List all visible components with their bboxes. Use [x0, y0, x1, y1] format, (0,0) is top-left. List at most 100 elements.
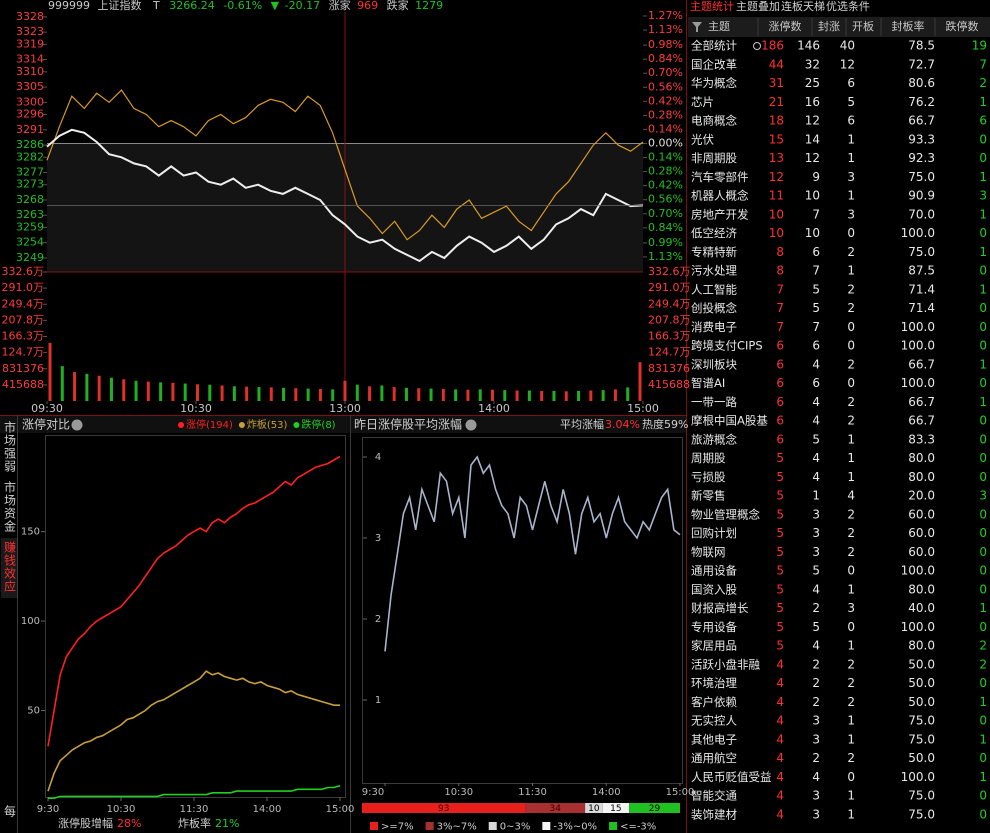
active-tab-bg	[1, 538, 17, 598]
column-header: 涨停数	[769, 19, 802, 33]
theme-name: 国资入股	[691, 582, 737, 596]
volume-bar	[134, 380, 138, 401]
x-tick-label: 14:00	[478, 402, 510, 415]
cell: 9	[812, 170, 820, 184]
cell: 3	[979, 189, 987, 203]
volume-bar	[159, 382, 163, 401]
volume-bar	[48, 342, 52, 401]
volume-bar	[527, 390, 531, 401]
cell: 1	[847, 582, 855, 596]
cell: 60.0	[908, 526, 935, 540]
up-label: 涨家	[329, 0, 351, 12]
cell: 0	[979, 320, 987, 334]
side-tab-active[interactable]: 赚钱效应	[3, 540, 17, 593]
cell: 92.3	[908, 151, 935, 165]
y2-tick-label: 0.56%	[648, 193, 683, 206]
cell: 5	[847, 95, 855, 109]
info-icon[interactable]	[71, 419, 83, 431]
cell: 100.0	[901, 620, 935, 634]
y-tick-label: 1	[375, 695, 381, 706]
arrow: ▼	[271, 0, 280, 12]
y-tick-label-right: 291.0万	[648, 281, 691, 294]
theme-tab[interactable]: 优选条件	[826, 0, 870, 13]
series-line	[384, 455, 681, 652]
cell: 66.7	[908, 395, 935, 409]
cell: 80.6	[908, 76, 935, 90]
cell: 1	[979, 732, 987, 746]
theme-name: 深圳板块	[691, 357, 737, 371]
theme-tab-active[interactable]: 主题统计	[690, 0, 734, 13]
cell: 76.2	[908, 95, 935, 109]
x-tick-label: 10:30	[180, 402, 212, 415]
cell: 0	[847, 320, 855, 334]
cell: 0	[979, 507, 987, 521]
x-tick-label: 11:30	[180, 804, 209, 815]
quote-header: 999999 上证指数 T 3266.24 -0.61% ▼ -20.17 涨家…	[48, 0, 443, 12]
cell: 4	[776, 657, 784, 671]
y-tick-label: 3314	[16, 53, 44, 66]
volume-bar	[282, 387, 286, 401]
y-tick-label: 50	[27, 706, 40, 717]
cell: 75.0	[908, 714, 935, 728]
volume-bar	[404, 387, 408, 401]
theme-tab[interactable]: 连板天梯	[781, 0, 825, 13]
x-tick-label: 15:00	[627, 402, 659, 415]
cell: 1	[847, 432, 855, 446]
cell: 3	[812, 526, 820, 540]
y-tick-label: 291.0万	[2, 281, 45, 294]
up-count: 969	[357, 0, 378, 12]
cell: 0	[847, 770, 855, 784]
legend-label: 炸板(53)	[247, 418, 288, 431]
footer-value: 28%	[117, 817, 141, 830]
y-tick-label-right: 332.6万	[648, 265, 691, 278]
side-tab[interactable]: 市场资金	[3, 480, 17, 533]
cell: 1	[847, 789, 855, 803]
y2-tick-label: 0.42%	[648, 94, 683, 107]
theme-name: 华为概念	[691, 76, 737, 90]
theme-name: 亏损股	[691, 470, 726, 484]
volume-bar	[429, 388, 433, 401]
volume-bar	[183, 383, 187, 401]
volume-bar	[60, 366, 64, 401]
cell: 16	[805, 95, 820, 109]
cell: 5	[812, 301, 820, 315]
cell: 2	[847, 395, 855, 409]
info-icon[interactable]	[465, 419, 477, 431]
theme-name: 专精特新	[691, 245, 737, 259]
legend-label: 涨停(194)	[186, 418, 233, 431]
price-line	[46, 128, 644, 263]
side-tab[interactable]: 每	[3, 804, 17, 818]
filter-icon[interactable]	[692, 22, 702, 32]
theme-name: 机器人概念	[691, 189, 749, 203]
series-line	[48, 784, 341, 799]
y2-tick-label: 0.70%	[648, 207, 683, 220]
cell: 1	[979, 695, 987, 709]
theme-name: 电商概念	[691, 114, 737, 128]
cell: 100.0	[901, 770, 935, 784]
y2-tick-label: 0.14%	[648, 122, 683, 135]
volume-bar	[515, 390, 519, 401]
volume-bar	[355, 384, 359, 401]
cell: 25	[805, 76, 820, 90]
cell: 1	[847, 451, 855, 465]
cell: 83.3	[908, 432, 935, 446]
cell: 1	[847, 132, 855, 146]
theme-name: 创投概念	[691, 301, 737, 315]
mark: T	[152, 0, 160, 12]
theme-name: 光伏	[691, 132, 714, 146]
theme-tab[interactable]: 主题叠加	[736, 0, 780, 13]
cell: 18	[769, 114, 784, 128]
cell: 10	[769, 226, 784, 240]
cell: 2	[812, 695, 820, 709]
column-header: 跌停数	[946, 19, 979, 33]
volume-bar	[220, 385, 224, 401]
legend-label: <=-3%	[620, 822, 656, 833]
side-tab[interactable]: 市场强弱	[3, 420, 17, 473]
cell: 31	[769, 76, 784, 90]
cell: 6	[812, 376, 820, 390]
footer-label: 涨停股增幅	[58, 816, 113, 830]
cell: 1	[979, 207, 987, 221]
price: 3266.24	[169, 0, 215, 12]
cell: 0	[847, 376, 855, 390]
y2-tick-label: 0.98%	[648, 38, 683, 51]
